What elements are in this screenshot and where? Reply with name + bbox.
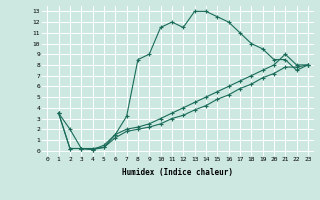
- X-axis label: Humidex (Indice chaleur): Humidex (Indice chaleur): [122, 168, 233, 177]
